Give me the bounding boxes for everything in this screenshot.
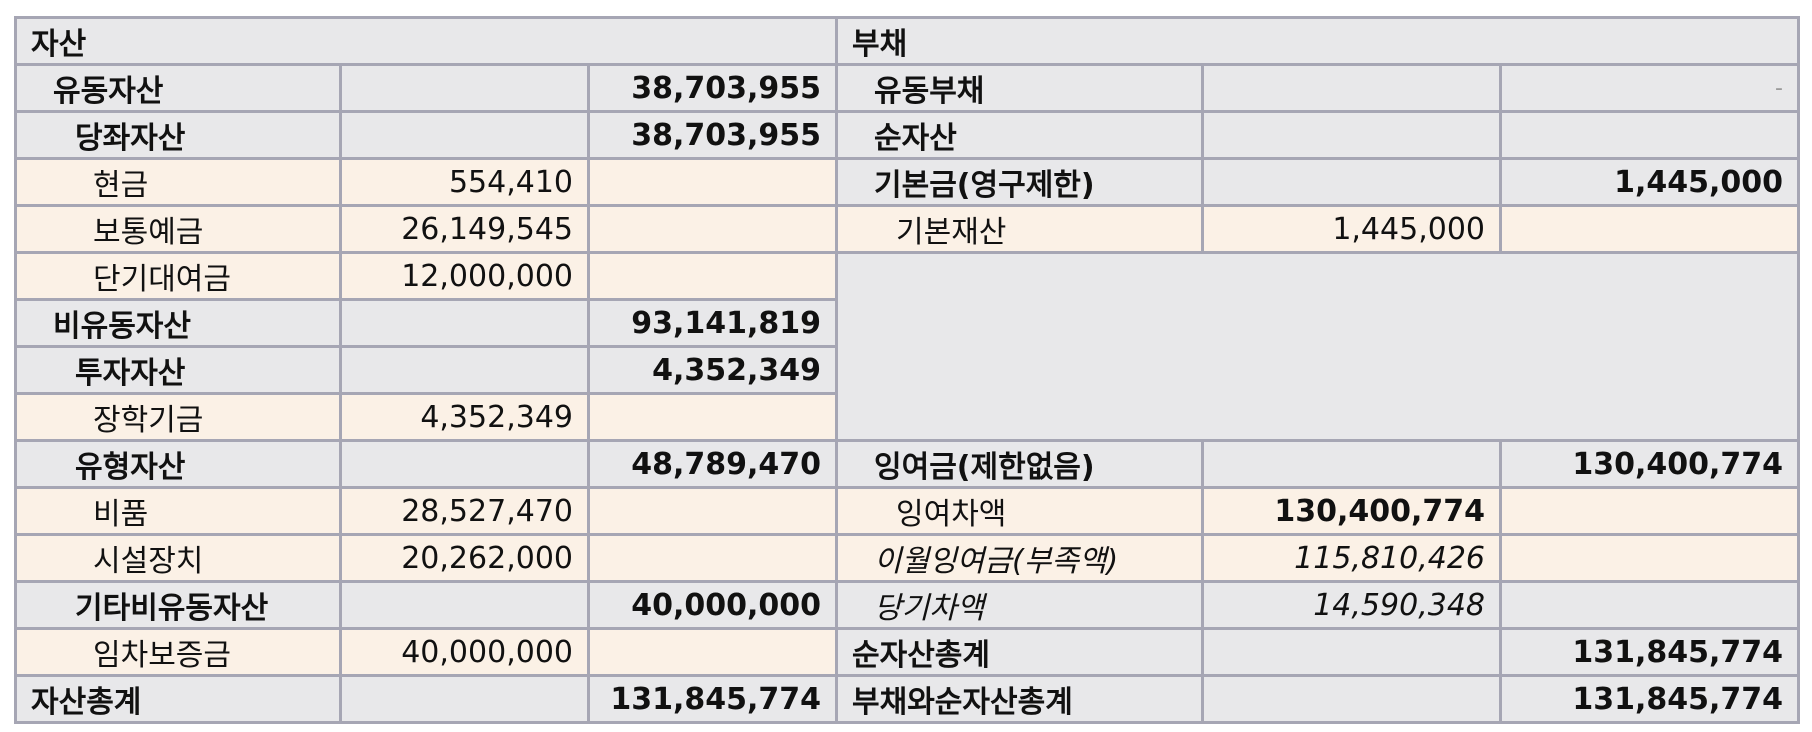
empty-cell [339,580,590,630]
surplus-total: 130,400,774 [1499,439,1800,489]
current-liabilities-value: - [1499,63,1800,113]
quick-assets-total: 38,703,955 [587,110,838,160]
table-row: 보통예금 26,149,545 기본재산 1,445,000 [14,204,1800,254]
assets-header: 자산 [14,16,838,66]
short-term-loan-label: 단기대여금 [14,251,342,301]
quick-assets-label: 당좌자산 [14,110,342,160]
assets-total-label: 자산총계 [14,674,342,724]
short-term-loan-amount: 12,000,000 [339,251,590,301]
current-period-label: 당기차액 [835,580,1204,630]
ordinary-deposit-label: 보통예금 [14,204,342,254]
table-row: 임차보증금 40,000,000 순자산총계 131,845,774 [14,627,1800,677]
surplus-label: 잉여금(제한없음) [835,439,1204,489]
carried-forward-amount: 115,810,426 [1201,533,1502,583]
current-liabilities-label: 유동부채 [835,63,1204,113]
table-row: 유형자산 48,789,470 잉여금(제한없음) 130,400,774 [14,439,1800,489]
surplus-balance-label: 잉여차액 [835,486,1204,536]
grand-total-label: 부채와순자산총계 [835,674,1204,724]
blank-area [835,251,1800,442]
empty-cell [339,110,590,160]
table-row: 당좌자산 38,703,955 순자산 [14,110,1800,160]
empty-cell [587,157,838,207]
facilities-amount: 20,262,000 [339,533,590,583]
net-assets-total-value: 131,845,774 [1499,627,1800,677]
table-row: 시설장치 20,262,000 이월잉여금(부족액) 115,810,426 [14,533,1800,583]
current-assets-total: 38,703,955 [587,63,838,113]
empty-cell [587,627,838,677]
cash-amount: 554,410 [339,157,590,207]
surplus-balance-amount: 130,400,774 [1201,486,1502,536]
table-row: 기타비유동자산 40,000,000 당기차액 14,590,348 [14,580,1800,630]
investment-assets-total: 4,352,349 [587,345,838,395]
noncurrent-assets-label: 비유동자산 [14,298,342,348]
basic-property-amount: 1,445,000 [1201,204,1502,254]
scholarship-fund-label: 장학기금 [14,392,342,442]
table-row: 유동자산 38,703,955 유동부채 - [14,63,1800,113]
empty-cell [339,345,590,395]
lease-deposit-amount: 40,000,000 [339,627,590,677]
table-row: 현금 554,410 기본금(영구제한) 1,445,000 [14,157,1800,207]
empty-cell [587,486,838,536]
empty-cell [1499,533,1800,583]
ordinary-deposit-amount: 26,149,545 [339,204,590,254]
empty-cell [587,392,838,442]
net-assets-label: 순자산 [835,110,1204,160]
assets-total-value: 131,845,774 [587,674,838,724]
table-row: 투자자산 4,352,349 [14,345,1799,395]
cash-label: 현금 [14,157,342,207]
empty-cell [1499,110,1800,160]
empty-cell [587,533,838,583]
statement-of-financial-position: 자산 부채 유동자산 38,703,955 유동부채 - 당좌자산 38,703… [14,16,1800,724]
liabilities-header: 부채 [835,16,1800,66]
grand-total-value: 131,845,774 [1499,674,1800,724]
basic-fund-label: 기본금(영구제한) [835,157,1204,207]
empty-cell [1499,580,1800,630]
facilities-label: 시설장치 [14,533,342,583]
empty-cell [587,251,838,301]
empty-cell [339,439,590,489]
investment-assets-label: 투자자산 [14,345,342,395]
empty-cell [1201,110,1502,160]
empty-cell [587,204,838,254]
empty-cell [339,63,590,113]
table-row: 장학기금 4,352,349 [14,392,1799,442]
table-row: 자산총계 131,845,774 부채와순자산총계 131,845,774 [14,674,1800,724]
empty-cell [1201,627,1502,677]
other-noncurrent-label: 기타비유동자산 [14,580,342,630]
empty-cell [1201,439,1502,489]
net-assets-total-label: 순자산총계 [835,627,1204,677]
equipment-label: 비품 [14,486,342,536]
current-assets-label: 유동자산 [14,63,342,113]
lease-deposit-label: 임차보증금 [14,627,342,677]
table-row: 단기대여금 12,000,000 [14,251,1800,442]
equipment-amount: 28,527,470 [339,486,590,536]
table-row: 자산 부채 [14,16,1800,66]
noncurrent-assets-total: 93,141,819 [587,298,838,348]
empty-cell [1201,63,1502,113]
other-noncurrent-total: 40,000,000 [587,580,838,630]
tangible-assets-label: 유형자산 [14,439,342,489]
scholarship-fund-amount: 4,352,349 [339,392,590,442]
empty-cell [1499,486,1800,536]
carried-forward-label: 이월잉여금(부족액) [835,533,1204,583]
current-period-amount: 14,590,348 [1201,580,1502,630]
empty-cell [1201,674,1502,724]
tangible-assets-total: 48,789,470 [587,439,838,489]
basic-fund-total: 1,445,000 [1499,157,1800,207]
empty-cell [1499,204,1800,254]
empty-cell [1201,157,1502,207]
table-row: 비품 28,527,470 잉여차액 130,400,774 [14,486,1800,536]
empty-cell [339,674,590,724]
empty-cell [339,298,590,348]
table-row: 비유동자산 93,141,819 [14,298,1799,348]
basic-property-label: 기본재산 [835,204,1204,254]
